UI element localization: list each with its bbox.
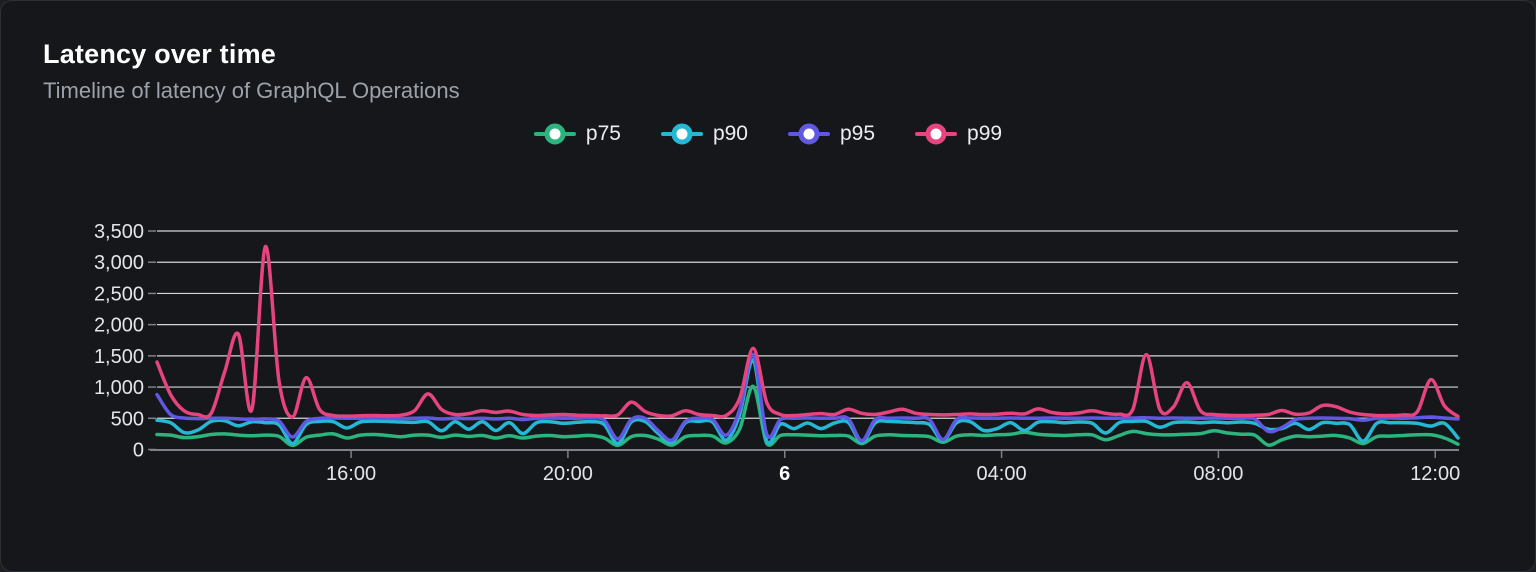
legend-label-p95: p95 xyxy=(840,122,876,145)
y-axis-label: 2,000 xyxy=(94,315,144,337)
y-axis-label: 3,000 xyxy=(94,252,144,274)
legend-dot-p90 xyxy=(671,123,693,145)
legend-dot-p75 xyxy=(544,123,566,145)
x-axis-label: 6 xyxy=(779,463,790,485)
legend-item-p90[interactable]: p90 xyxy=(660,122,748,146)
y-axis-label: 1,000 xyxy=(94,377,144,399)
series-line-p99 xyxy=(155,244,1460,419)
x-axis-label: 20:00 xyxy=(543,463,593,485)
legend-item-p95[interactable]: p95 xyxy=(788,122,875,146)
x-axis-label: 16:00 xyxy=(326,463,376,485)
legend-dot-p95 xyxy=(798,123,820,145)
legend-marker-p90-icon xyxy=(660,123,703,145)
x-axis-label: 12:00 xyxy=(1410,463,1460,485)
chart-legend: p75 p90 p95 p99 xyxy=(1,118,1535,150)
legend-item-p75[interactable]: p75 xyxy=(533,122,621,146)
legend-label-p99: p99 xyxy=(967,122,1003,145)
legend-item-p99[interactable]: p99 xyxy=(915,122,1002,146)
legend-marker-p95-icon xyxy=(788,123,830,145)
series-line-p75 xyxy=(155,384,1460,448)
legend-label-p90: p90 xyxy=(712,122,748,145)
legend-label-p75: p75 xyxy=(585,122,621,145)
series-line-p95 xyxy=(155,352,1460,443)
page-title: Latency over time xyxy=(43,39,276,69)
x-axis-label: 04:00 xyxy=(977,463,1027,485)
x-axis-label: 08:00 xyxy=(1193,463,1243,485)
y-axis-label: 3,500 xyxy=(94,221,144,243)
panel-subtitle: Timeline of latency of GraphQL Operation… xyxy=(43,78,460,103)
y-axis-label: 0 xyxy=(133,440,144,462)
legend-dot-p99 xyxy=(925,123,947,145)
panel-header: Latency over time Timeline of latency of… xyxy=(1,1,1535,104)
series-line-p90 xyxy=(155,358,1460,446)
legend-marker-p99-icon xyxy=(915,123,958,145)
y-axis-label: 2,500 xyxy=(94,283,144,305)
legend-marker-p75-icon xyxy=(533,123,576,145)
y-axis-label: 1,500 xyxy=(94,346,144,368)
plot-area[interactable] xyxy=(157,181,1458,450)
y-axis-label: 500 xyxy=(111,408,144,430)
